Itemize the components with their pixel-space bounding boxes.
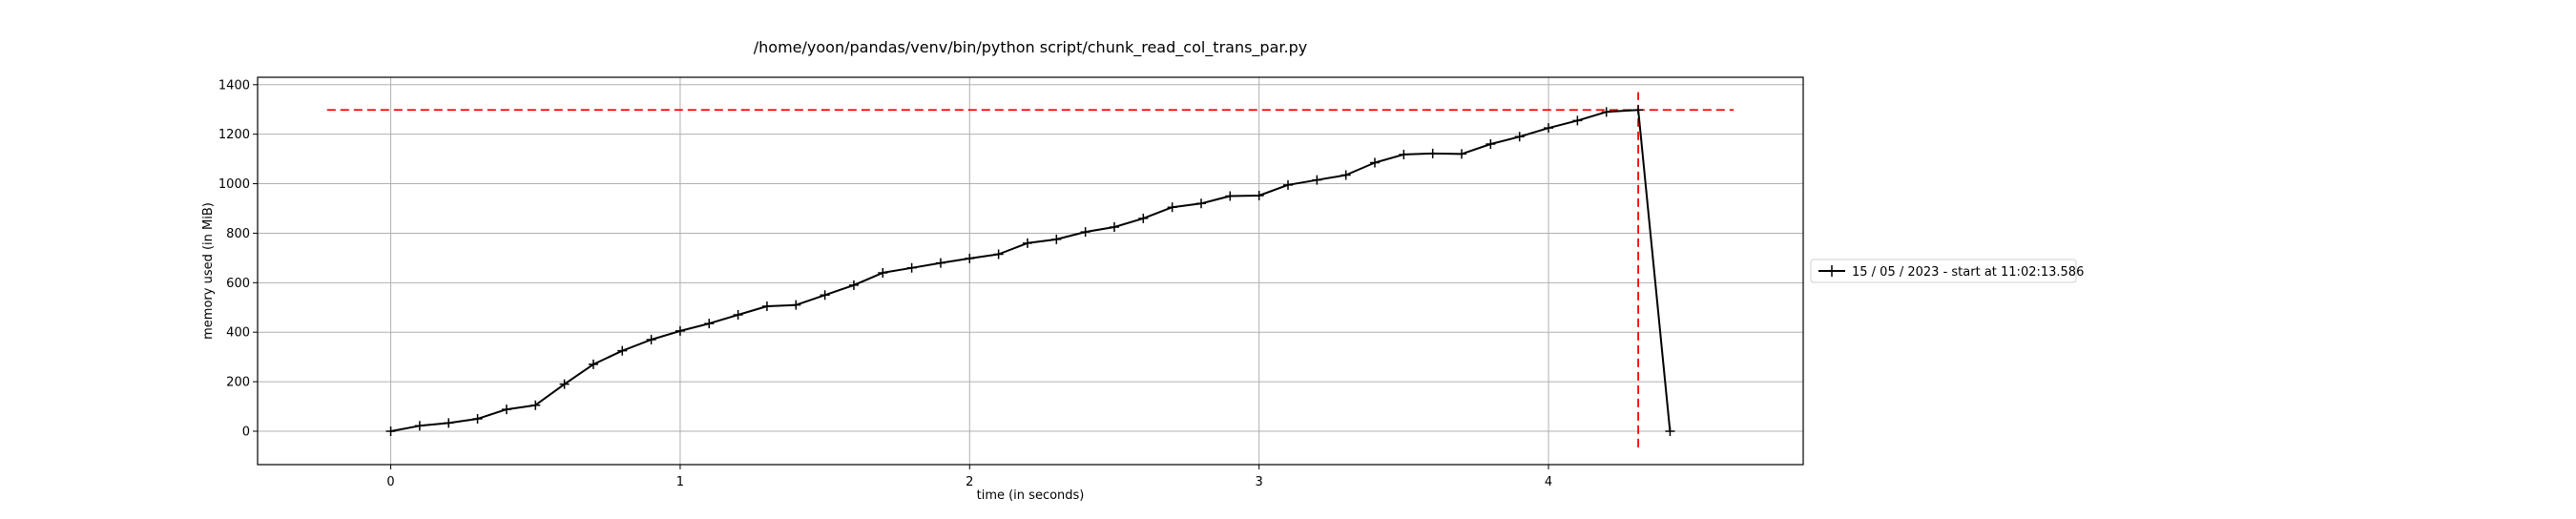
data-point — [1167, 202, 1177, 213]
data-point — [1080, 227, 1091, 238]
data-point — [1370, 157, 1381, 168]
data-point — [820, 290, 830, 301]
data-point — [1572, 115, 1583, 126]
x-tick-label: 0 — [386, 475, 394, 489]
data-point — [559, 379, 570, 389]
data-point — [1399, 149, 1409, 159]
x-tick-label: 4 — [1545, 475, 1552, 489]
data-point — [791, 300, 801, 310]
x-axis-label: time (in seconds) — [977, 488, 1085, 503]
data-point — [704, 319, 715, 329]
legend-box — [1810, 259, 2077, 283]
data-point — [878, 267, 888, 278]
data-point — [1633, 105, 1644, 115]
legend[interactable]: 15 / 05 / 2023 - start at 11:02:13.586 — [1810, 259, 2084, 283]
legend-label: 15 / 05 / 2023 - start at 11:02:13.586 — [1852, 265, 2084, 280]
data-point — [1665, 426, 1675, 436]
data-point — [530, 400, 541, 410]
data-point — [1514, 132, 1525, 142]
data-point — [1022, 238, 1032, 248]
data-point — [1051, 234, 1062, 244]
y-tick-label: 1200 — [218, 128, 250, 142]
data-point — [646, 334, 656, 344]
data-point — [1544, 123, 1554, 134]
data-point — [1485, 139, 1496, 150]
data-point — [1457, 149, 1467, 159]
series-line — [390, 109, 1672, 432]
series-layer — [385, 105, 1675, 436]
data-point — [675, 325, 685, 336]
data-point — [935, 258, 945, 268]
data-point — [1225, 191, 1236, 201]
data-point — [414, 421, 425, 431]
data-point — [385, 426, 396, 436]
data-point — [472, 414, 483, 425]
data-point — [906, 262, 917, 273]
data-point — [733, 310, 743, 321]
y-tick-label: 400 — [226, 326, 250, 341]
reference-lines — [326, 92, 1735, 447]
legend-marker-swatch — [1826, 265, 1838, 277]
y-tick-label: 1400 — [218, 78, 250, 93]
x-tick-label: 2 — [966, 475, 973, 489]
y-tick-label: 800 — [226, 227, 250, 241]
y-axis: 0 200 400 600 800 1000 1200 1400 — [218, 78, 258, 439]
data-point — [617, 345, 628, 356]
data-point — [848, 280, 859, 290]
data-point — [588, 359, 598, 369]
x-axis: 0 1 2 3 4 — [386, 465, 1552, 489]
data-point — [965, 253, 975, 263]
plot-frame — [257, 76, 1804, 466]
x-tick-label: 3 — [1256, 475, 1263, 489]
data-point — [1138, 213, 1149, 223]
data-point — [1601, 107, 1611, 117]
y-tick-label: 0 — [242, 425, 250, 439]
data-point — [1340, 170, 1351, 180]
data-point — [1195, 198, 1206, 209]
data-point — [501, 405, 511, 415]
data-point — [1283, 179, 1293, 190]
data-point — [1427, 148, 1438, 158]
data-point — [1109, 221, 1119, 232]
y-axis-label: memory used (in MiB) — [201, 202, 216, 340]
x-tick-label: 1 — [676, 475, 684, 489]
grid — [258, 77, 1803, 465]
data-point — [1254, 191, 1264, 201]
data-point — [761, 301, 772, 311]
data-point — [993, 249, 1004, 260]
y-tick-label: 600 — [226, 277, 250, 291]
data-point — [444, 418, 454, 428]
data-point — [1312, 175, 1322, 185]
y-tick-label: 200 — [226, 376, 250, 390]
chart-title: /home/yoon/pandas/venv/bin/python script… — [754, 38, 1307, 57]
y-tick-label: 1000 — [218, 177, 250, 192]
